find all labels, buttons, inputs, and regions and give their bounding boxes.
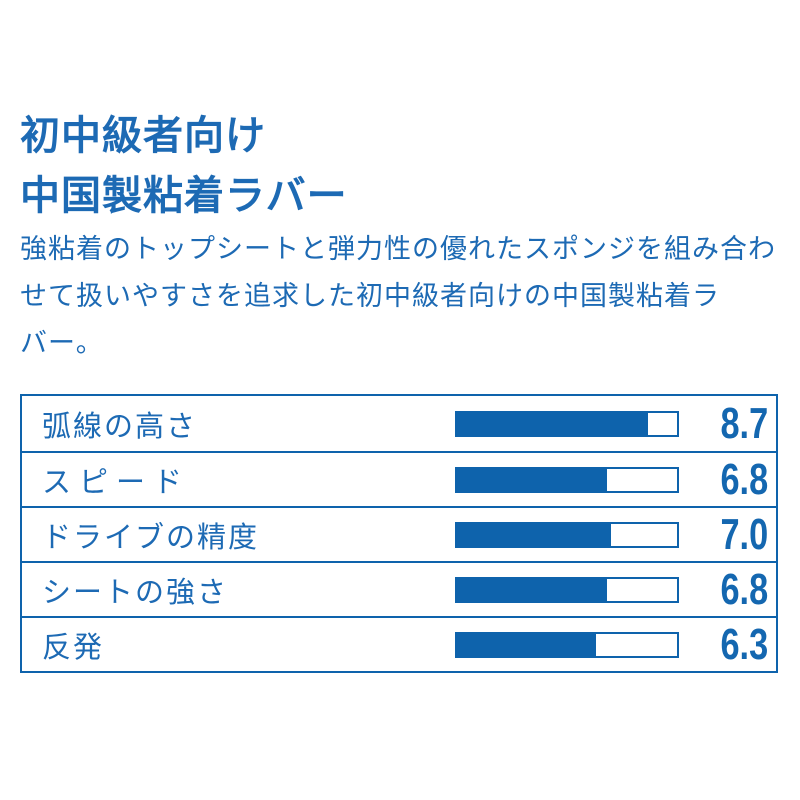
spec-label: スピード (42, 466, 191, 499)
rating-bar (455, 521, 679, 548)
table-row: シートの強さ 6.8 (22, 561, 776, 616)
spec-value-cell: 6.3 (679, 619, 776, 669)
spec-label: シートの強さ (42, 576, 229, 609)
spec-value-cell: 8.7 (679, 398, 776, 448)
spec-value-cell: 6.8 (679, 454, 776, 504)
rating-bar-fill (457, 578, 607, 601)
table-row: 反発 6.3 (22, 616, 776, 671)
spec-value: 6.8 (720, 564, 768, 614)
rating-bar (455, 410, 679, 437)
spec-value-cell: 7.0 (679, 509, 776, 559)
spec-value: 8.7 (720, 398, 768, 448)
spec-value-cell: 6.8 (679, 564, 776, 614)
spec-label: 反発 (42, 631, 105, 664)
rating-bar (455, 576, 679, 603)
table-row: スピード 6.8 (22, 451, 776, 506)
rating-bar-fill (457, 633, 596, 656)
table-row: 弧線の高さ 8.7 (22, 396, 776, 451)
rating-bar-fill (457, 412, 649, 435)
spec-label: 弧線の高さ (42, 410, 198, 443)
description-line3: バー。 (20, 328, 104, 358)
description-line1: 強粘着のトップシートと弾力性の優れたスポンジを組み合わ (20, 234, 776, 264)
spec-label: ドライブの精度 (42, 521, 260, 554)
spec-value: 6.3 (720, 619, 768, 669)
rating-bar (455, 466, 679, 493)
table-row: ドライブの精度 7.0 (22, 506, 776, 561)
spec-table: 弧線の高さ 8.7 スピード 6.8 ドライブの精度 7.0 シートの強さ 6. (20, 394, 778, 673)
spec-value: 6.8 (720, 454, 768, 504)
page-title-line2: 中国製粘着ラバー (20, 174, 348, 218)
rating-bar (455, 631, 679, 658)
rating-bar-fill (457, 468, 607, 491)
page-title: 初中級者向け 中国製粘着ラバー (20, 106, 778, 226)
rating-bar-fill (457, 523, 611, 546)
spec-value: 7.0 (720, 509, 768, 559)
page-title-line1: 初中級者向け (20, 114, 266, 158)
product-description: 強粘着のトップシートと弾力性の優れたスポンジを組み合わ せて扱いやすさを追求した… (20, 226, 778, 367)
description-line2: せて扱いやすさを追求した初中級者向けの中国製粘着ラ (20, 281, 720, 311)
